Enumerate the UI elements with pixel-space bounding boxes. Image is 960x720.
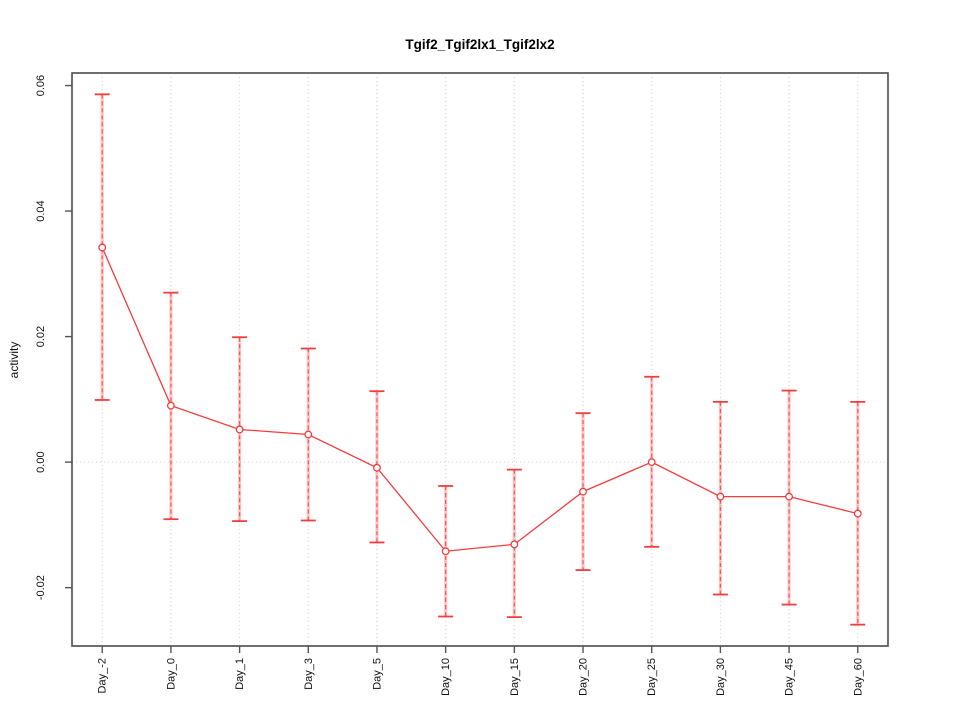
data-point: [785, 492, 794, 501]
y-tick-label: 0.04: [35, 200, 47, 221]
series-line: [101, 247, 858, 552]
x-tick-label: Day_1: [234, 658, 246, 690]
x-tick-label: Day_-2: [97, 658, 109, 693]
x-tick-label: Day_3: [303, 658, 315, 690]
x-axis: Day_-2 Day_0 Day_1 Day_3 Day_5 Day_10 Day_15 Da…: [97, 646, 864, 696]
data-point: [166, 401, 175, 410]
x-tick-label: Day_10: [440, 658, 452, 696]
x-tick-label: Day_0: [165, 658, 177, 690]
gridlines: [72, 73, 888, 646]
y-axis-label: activity: [7, 342, 21, 379]
x-tick-label: Day_15: [509, 658, 521, 696]
y-axis: -0.02 0.00 0.02 0.04 0.06: [35, 75, 72, 600]
data-point: [441, 547, 450, 556]
data-point: [235, 425, 244, 434]
chart-title: Tgif2_Tgif2lx1_Tgif2lx2: [405, 37, 554, 52]
error-bars: [94, 93, 866, 626]
x-tick-label: Day_5: [371, 658, 383, 690]
x-tick-label: Day_60: [852, 658, 864, 696]
data-points: [98, 243, 862, 556]
data-point: [647, 458, 656, 467]
data-point: [510, 540, 519, 549]
x-tick-label: Day_45: [784, 658, 796, 696]
y-tick-label: 0.06: [35, 75, 47, 96]
x-tick-label: Day_30: [715, 658, 727, 696]
data-point: [579, 487, 587, 496]
data-point: [853, 509, 862, 518]
data-point: [373, 463, 381, 472]
y-tick-label: 0.00: [35, 451, 47, 472]
plot-frame: [71, 72, 889, 647]
data-point: [716, 492, 725, 501]
x-tick-label: Day_20: [578, 658, 590, 696]
plot-box: [71, 72, 889, 647]
series-polyline: [101, 247, 858, 552]
x-tick-label: Day_25: [646, 658, 658, 696]
data-point: [304, 430, 313, 439]
data-point: [98, 243, 107, 252]
y-tick-label: 0.02: [35, 326, 47, 347]
y-tick-label: -0.02: [35, 575, 47, 600]
